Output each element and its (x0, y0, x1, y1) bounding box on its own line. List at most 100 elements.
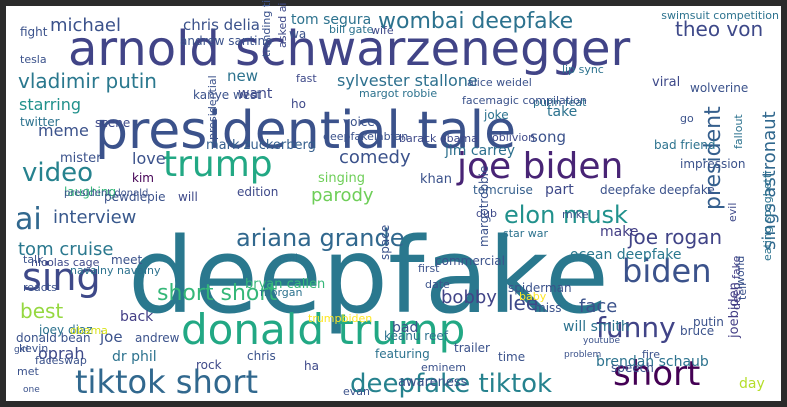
cloud-word: wolverine (690, 81, 748, 95)
cloud-word: sing (22, 255, 101, 299)
cloud-word: donald trump (181, 305, 465, 354)
cloud-word: parody (311, 185, 374, 206)
cloud-word: facemagic compilation (462, 94, 587, 107)
cloud-word: miss (534, 301, 562, 315)
cloud-word: day (739, 376, 765, 392)
cloud-word: trending tiktok (260, 0, 273, 57)
cloud-word: deepfakelabfan (323, 130, 408, 143)
cloud-word: singing (318, 171, 365, 186)
cloud-word: world (734, 256, 747, 286)
cloud-word: elon musk (504, 201, 628, 229)
cloud-word: tell (736, 283, 749, 300)
cloud-word: wa (289, 27, 306, 41)
cloud-word: arnold schwarzenegger (68, 21, 631, 77)
cloud-word: song (530, 128, 566, 146)
cloud-word: mister (60, 151, 102, 166)
cloud-word: bad friend (654, 138, 716, 152)
cloud-word: one (23, 385, 40, 395)
cloud-word: met (17, 365, 39, 378)
cloud-word: love (132, 149, 166, 168)
cloud-word: wife (371, 24, 394, 37)
cloud-word: short short (157, 281, 277, 306)
cloud-word: star war (503, 227, 549, 240)
cloud-word: laughing (64, 185, 116, 199)
cloud-word: deepfake tiktok (350, 369, 552, 399)
cloud-word: lee (508, 291, 538, 315)
cloud-word: want (238, 86, 273, 102)
cloud-word: evan (343, 385, 370, 398)
cloud-word: dr phil (112, 349, 157, 365)
cloud-word: jim carrey (444, 143, 515, 159)
cloud-word: margot robbie (359, 87, 437, 100)
cloud-word: starring (19, 95, 81, 114)
cloud-word: fight (20, 25, 48, 39)
cloud-word: meme (38, 121, 89, 140)
cloud-word: funny (596, 311, 676, 344)
cloud-word: best (20, 299, 63, 323)
cloud-word: fast (296, 72, 317, 85)
cloud-word: spiderman (508, 281, 572, 295)
cloud-word: viral (652, 75, 680, 90)
cloud-word: short (613, 354, 700, 394)
cloud-word: joe (99, 328, 123, 346)
cloud-word: donald bean (16, 331, 91, 345)
cloud-word: tom cruise (18, 239, 113, 260)
cloud-word: swimsuit competition (661, 9, 779, 22)
cloud-word: space (378, 225, 392, 260)
cloud-word: tiktok short (75, 363, 258, 401)
cloud-canvas (6, 6, 781, 401)
cloud-word: new (227, 67, 258, 85)
cloud-word: asked ai (276, 3, 289, 49)
cloud-word: ho (291, 97, 306, 111)
cloud-word: dub (476, 207, 497, 220)
cloud-word: time (498, 350, 525, 364)
cloud-word: trump (163, 144, 273, 185)
cloud-word: tesla (20, 53, 47, 66)
cloud-word: andrew santino (180, 34, 272, 48)
cloud-word: vladimir putin (18, 69, 157, 93)
cloud-word: reacts (23, 281, 57, 294)
cloud-word: keanu reef (384, 329, 449, 343)
cloud-word: problem (564, 350, 601, 360)
cloud-word: kanye west (193, 88, 261, 102)
cloud-word: michael (50, 15, 121, 36)
cloud-word: joke (483, 108, 509, 122)
cloud-word: oblivion (492, 131, 535, 144)
cloud-word: make (600, 224, 638, 240)
cloud-word: evil (726, 203, 739, 222)
cloud-word: real (279, 253, 298, 264)
cloud-word: lip sync (562, 63, 604, 76)
cloud-word: featuring (375, 347, 430, 361)
cloud-word: kim (132, 171, 154, 185)
cloud-word: ai (15, 202, 42, 237)
cloud-word: morgan (260, 286, 302, 299)
cloud-word: meet (111, 253, 142, 267)
cloud-word: faceswap (35, 354, 87, 367)
cloud-word: sylvester stallone (337, 71, 478, 90)
cloud-word: fire (642, 348, 660, 361)
cloud-word: joe biden (456, 146, 623, 187)
cloud-word: bryan callen (245, 277, 325, 292)
cloud-word: presidential tale (95, 101, 516, 161)
cloud-word: take (547, 104, 577, 120)
cloud-word: khan (420, 172, 452, 187)
cloud-word: tom segura (291, 12, 371, 28)
cloud-word: eating spaghetti (761, 171, 774, 261)
cloud-word: theo von (675, 17, 763, 41)
cloud-word: putin feat (533, 96, 587, 109)
cloud-word: interview (53, 207, 136, 228)
cloud-word: oprah (38, 344, 84, 363)
cloud-word: back (120, 309, 154, 325)
cloud-word: eminem (421, 361, 466, 374)
cloud-word: putin (693, 315, 724, 329)
cloud-word: navalny navalny (70, 264, 161, 277)
cloud-word: scene (95, 116, 130, 130)
cloud-word: president donald (64, 188, 148, 199)
cloud-word: voice (343, 115, 375, 129)
cloud-word: ocean deepfake (570, 247, 682, 263)
cloud-word: ha (304, 359, 319, 373)
cloud-word: sings astronaut (759, 111, 780, 250)
cloud-word: deep fake (730, 255, 743, 310)
cloud-word: chris (247, 349, 276, 363)
